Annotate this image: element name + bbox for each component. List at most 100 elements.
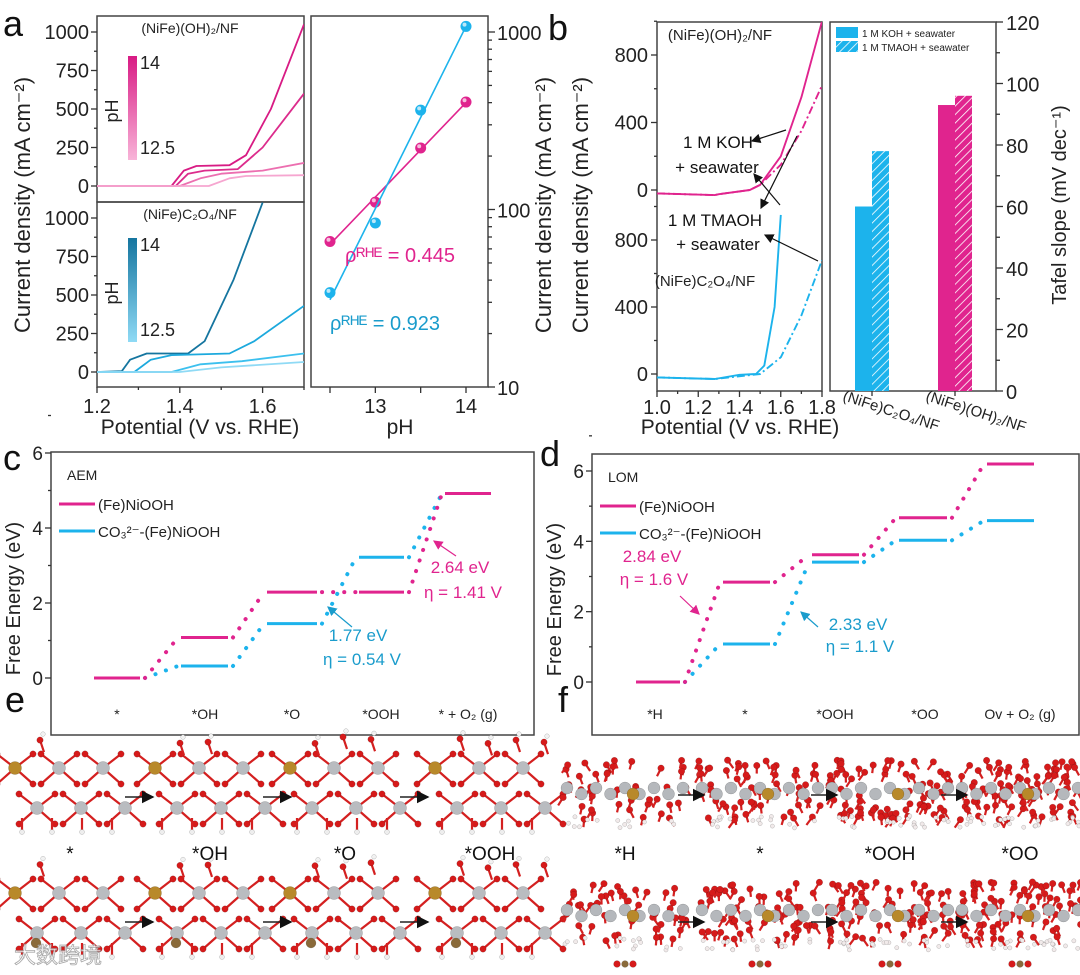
colorbar-title: pH	[102, 281, 122, 304]
atom-oxygen	[997, 897, 1005, 905]
atom-nickel	[118, 926, 132, 940]
atom-oxygen	[1046, 894, 1054, 902]
atom-oxygen	[600, 880, 608, 888]
atom-nickel	[970, 787, 983, 801]
atom-oxygen	[1053, 924, 1061, 932]
atom-oxygen	[370, 915, 378, 923]
atom-oxygen	[846, 807, 854, 815]
atom-oxygen	[729, 881, 737, 889]
atom-nickel	[393, 926, 407, 940]
atom-oxygen	[370, 820, 378, 828]
atom-oxygen	[716, 885, 724, 894]
atom-oxygen	[884, 757, 892, 765]
atom-oxygen	[990, 935, 998, 943]
x-tick-label: 1.2	[684, 397, 712, 419]
atom-oxygen	[1035, 893, 1043, 901]
atom-oxygen	[213, 750, 221, 758]
atom-adsorbate	[1024, 960, 1032, 968]
atom-oxygen	[279, 945, 287, 953]
atom-hydrogen	[49, 829, 55, 835]
atom-oxygen	[1058, 881, 1066, 889]
atom-hydrogen	[965, 943, 971, 948]
atom-oxygen	[312, 875, 320, 883]
data-point	[415, 104, 427, 116]
y-tick-label: 0	[78, 362, 89, 384]
atom-oxygen	[15, 790, 23, 798]
atom-hydrogen	[710, 821, 715, 827]
atom-oxygen	[811, 761, 819, 769]
atom-nickel	[393, 801, 407, 815]
atom-nickel	[214, 801, 228, 815]
atom-hydrogen	[750, 937, 756, 943]
y-tick-label: 2	[32, 594, 43, 615]
atom-oxygen	[199, 915, 207, 923]
atom-nickel	[927, 787, 940, 801]
atom-hydrogen	[384, 954, 390, 960]
atom-oxygen	[177, 780, 185, 788]
atom-adsorbate	[748, 960, 756, 968]
atom-hydrogen	[1020, 938, 1025, 943]
legend-swatch-hatched	[836, 41, 858, 52]
atom-nickel	[782, 903, 796, 917]
atom-hydrogen	[979, 814, 984, 820]
atom-oxygen	[990, 879, 998, 887]
atom-oxygen	[1005, 763, 1013, 771]
atom-oxygen	[892, 809, 900, 817]
atom-hydrogen	[721, 939, 726, 945]
data-point	[369, 217, 381, 229]
atom-oxygen	[1063, 778, 1071, 786]
atom-hydrogen	[529, 954, 535, 960]
atom-hydrogen	[1071, 938, 1077, 944]
step-label: *O	[284, 706, 300, 722]
atom-oxygen	[937, 768, 945, 776]
atom-nickel	[840, 787, 853, 801]
atom-nickel	[52, 886, 66, 900]
atom-oxygen	[974, 766, 982, 775]
atom-oxygen	[746, 885, 754, 893]
atom-oxygen	[662, 889, 670, 897]
atom-oxygen	[1076, 896, 1080, 904]
atom-oxygen	[512, 736, 520, 744]
atom-oxygen	[103, 945, 111, 953]
atom-oxygen	[780, 813, 788, 821]
atom-oxygen	[910, 880, 918, 888]
atom-oxygen	[479, 915, 487, 923]
atom-oxygen	[742, 771, 750, 779]
atom-oxygen	[970, 890, 978, 898]
atom-oxygen	[958, 772, 966, 780]
atom-oxygen	[616, 887, 624, 895]
atom-hydrogen	[571, 824, 577, 829]
atom-oxygen	[991, 801, 1000, 809]
atom-hydrogen	[294, 954, 300, 960]
atom-oxygen	[59, 945, 67, 953]
atom-nickel	[970, 909, 983, 923]
atom-hydrogen	[1033, 823, 1038, 829]
step-label: * + O₂ (g)	[439, 706, 498, 722]
data-point-highlight	[371, 198, 376, 203]
atom-oxygen	[858, 934, 867, 942]
atom-oxygen	[589, 881, 597, 889]
atom-nickel	[589, 781, 603, 795]
atom-oxygen	[676, 926, 684, 934]
atom-oxygen	[290, 790, 298, 798]
x-tick-label: 1.4	[726, 397, 754, 419]
atom-oxygen	[877, 813, 885, 821]
ph-colorbar	[128, 238, 137, 342]
atom-adsorbate	[886, 960, 894, 968]
atom-oxygen	[243, 790, 251, 798]
atom-carbon	[30, 937, 42, 949]
atom-hydrogen	[843, 815, 849, 821]
atom-oxygen	[169, 780, 177, 788]
atom-hydrogen	[717, 814, 722, 820]
atom-hydrogen	[1065, 821, 1071, 827]
fit-label-cyan: ρᴿᴴᴱ = 0.923	[330, 313, 440, 335]
y-tick-label: 2	[573, 603, 584, 624]
atom-nickel	[192, 886, 206, 900]
atom-adsorbate	[764, 960, 772, 968]
atom-nickel	[984, 781, 998, 795]
atom-oxygen	[602, 937, 610, 945]
atom-hydrogen	[907, 813, 913, 819]
atom-oxygen	[268, 780, 276, 788]
atom-hydrogen	[544, 856, 550, 862]
atom-oxygen	[1076, 879, 1080, 887]
